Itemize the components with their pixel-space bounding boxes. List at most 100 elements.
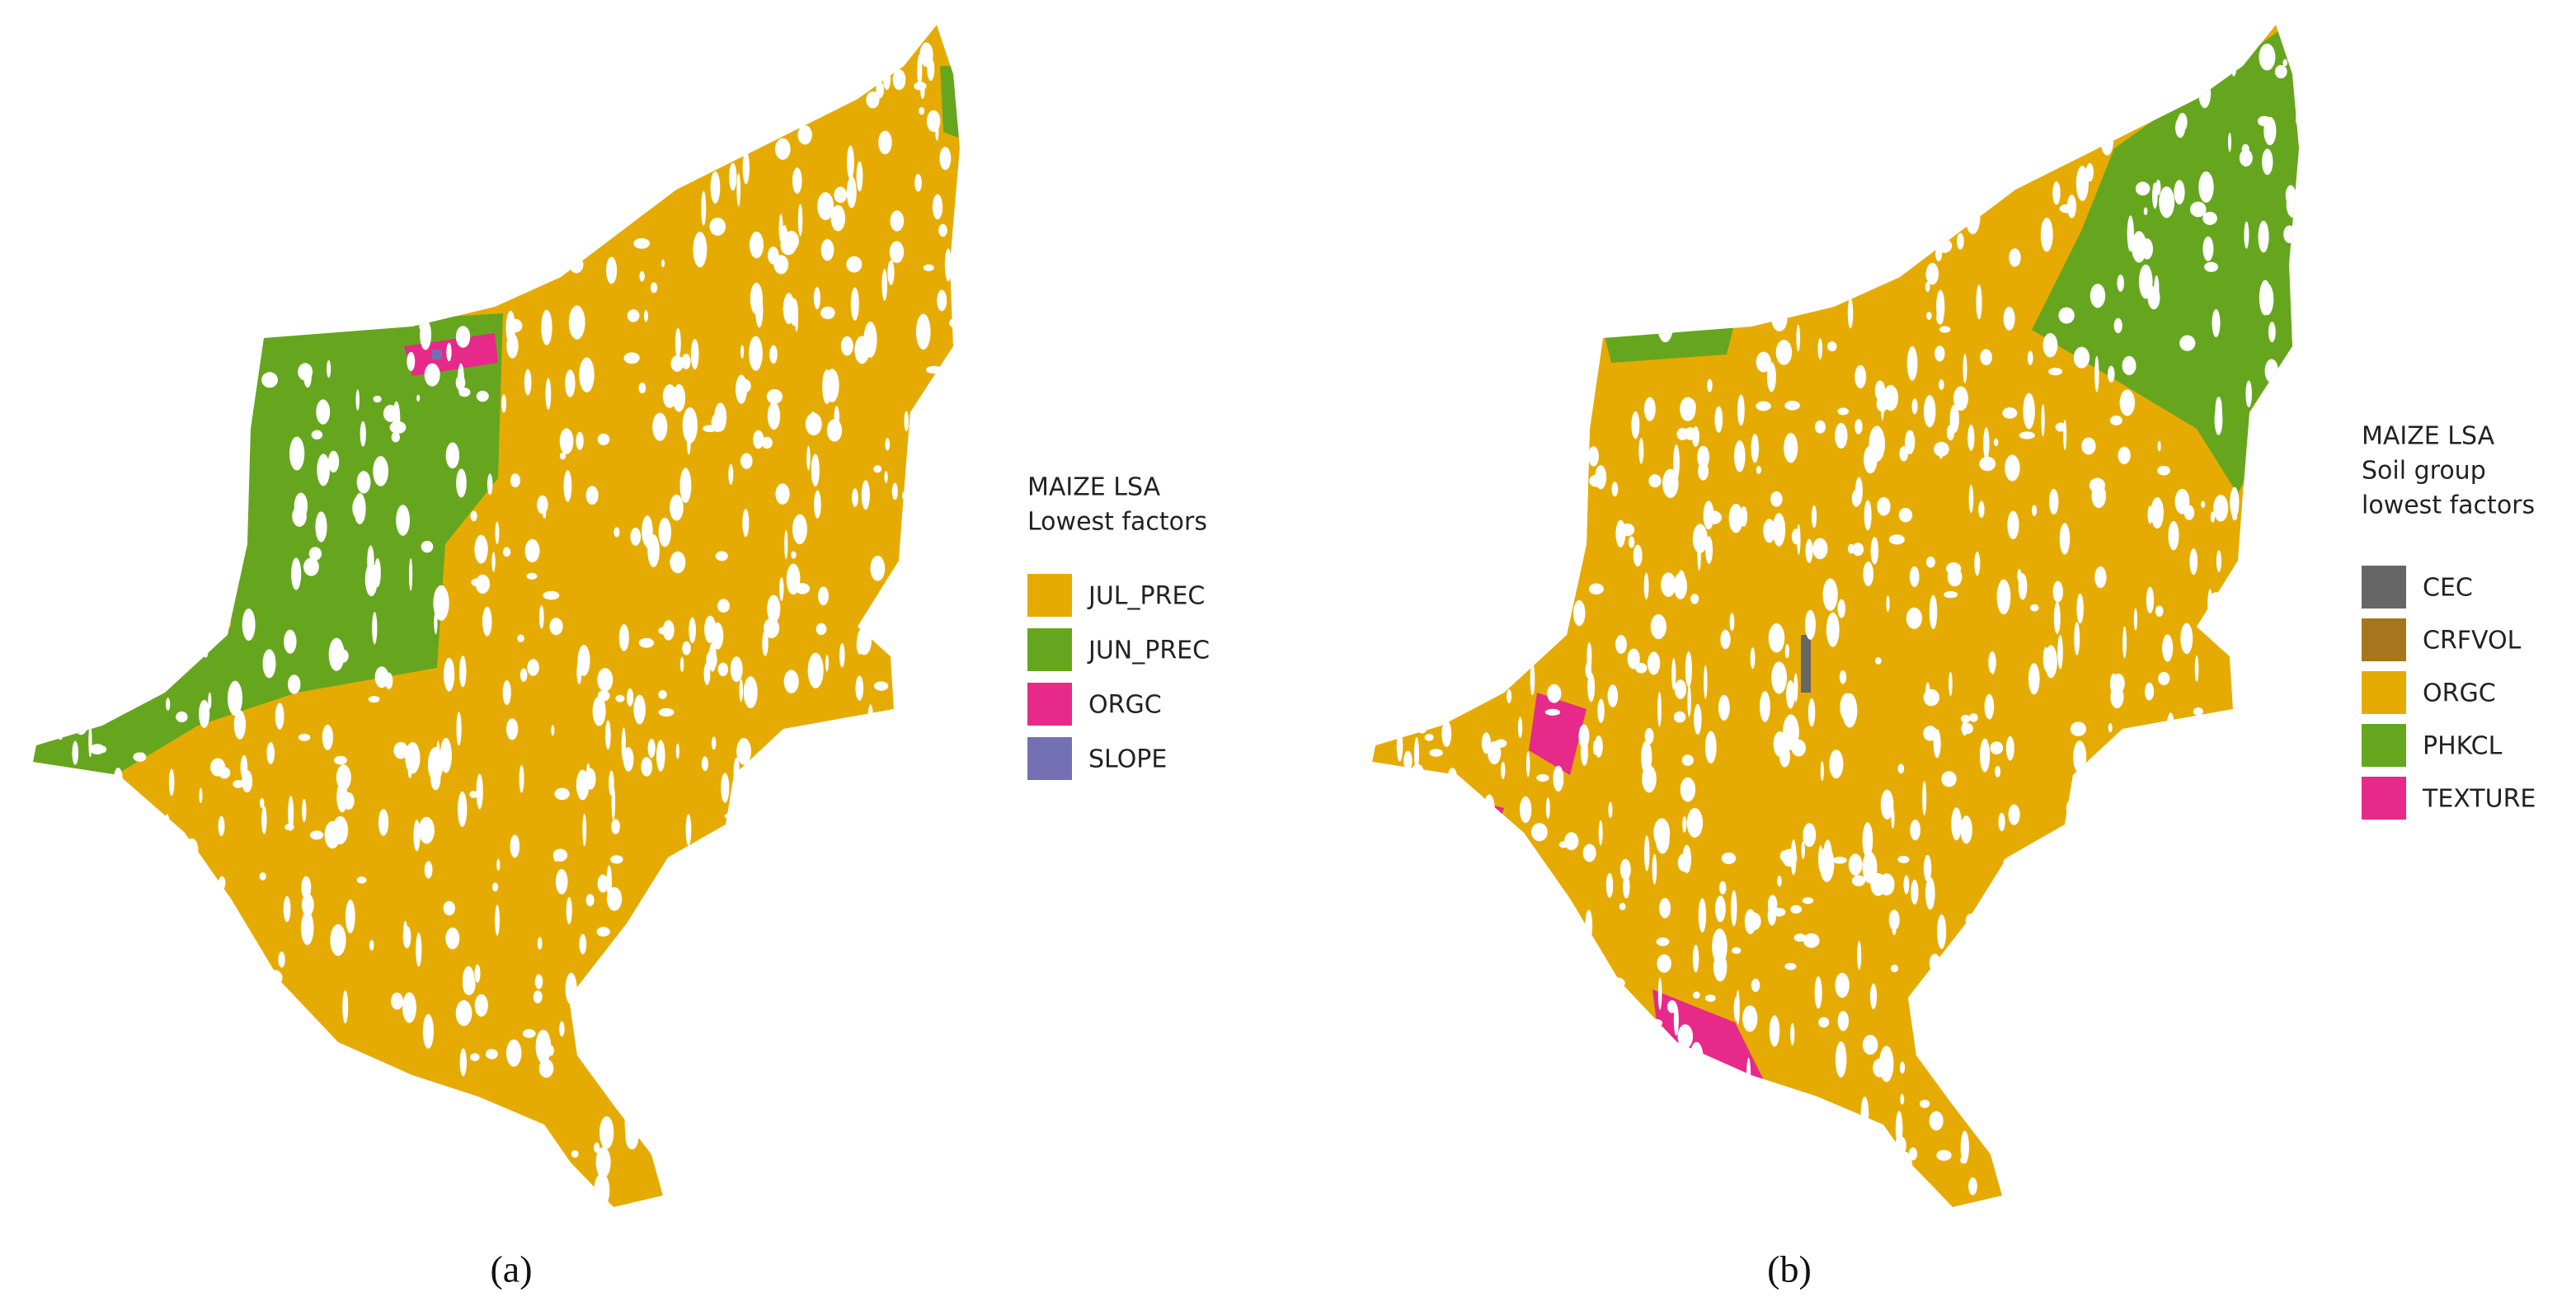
map-gap xyxy=(863,822,872,851)
map-gap xyxy=(69,324,82,344)
map-gap xyxy=(1763,519,1776,543)
map-gap xyxy=(1729,613,1735,632)
map-gap xyxy=(176,890,184,914)
map-gap xyxy=(2148,979,2156,1015)
map-gap xyxy=(2018,1153,2024,1160)
map-gap xyxy=(650,1079,656,1101)
map-gap xyxy=(1906,607,1923,629)
map-gap xyxy=(1609,314,1623,336)
map-gap xyxy=(1796,324,1801,352)
map-gap xyxy=(267,970,283,985)
map-gap xyxy=(658,707,675,717)
map-gap xyxy=(859,1073,867,1092)
map-gap xyxy=(2194,1102,2202,1139)
map-gap xyxy=(675,327,681,359)
map-gap xyxy=(535,1029,552,1064)
map-gap xyxy=(456,468,467,498)
map-gap xyxy=(1748,56,1761,77)
map-gap xyxy=(1649,1073,1666,1108)
map-gap xyxy=(658,690,667,699)
map-gap xyxy=(1607,684,1619,707)
map-gap xyxy=(1686,807,1704,838)
map-gap xyxy=(830,204,846,232)
map-gap xyxy=(1510,191,1514,211)
map-gap xyxy=(72,1046,85,1068)
map-gap xyxy=(805,412,822,436)
map-gap xyxy=(2110,1105,2118,1114)
map-gap xyxy=(2231,880,2244,890)
map-gap xyxy=(2066,803,2083,836)
map-gap xyxy=(884,25,898,40)
map-gap xyxy=(1582,843,1596,862)
map-gap xyxy=(143,103,160,132)
map-gap xyxy=(1544,708,1561,716)
map-gap xyxy=(2215,397,2222,421)
map-gap xyxy=(1769,1015,1780,1047)
map-gap xyxy=(491,165,496,174)
map-gap xyxy=(1554,25,1568,55)
map-gap xyxy=(1673,444,1680,481)
map-gap xyxy=(117,583,123,602)
map-gap xyxy=(1770,491,1783,507)
map-gap xyxy=(91,248,103,276)
map-gap xyxy=(704,615,717,643)
map-gap xyxy=(566,1167,577,1202)
map-gap xyxy=(1523,1134,1538,1156)
map-gap xyxy=(130,68,137,84)
map-gap xyxy=(873,681,889,691)
map-gap xyxy=(2090,100,2099,131)
map-gap xyxy=(1917,96,1925,109)
map-gap xyxy=(1594,266,1600,284)
map-gap xyxy=(106,122,116,157)
map-gap xyxy=(1812,232,1817,265)
map-gap xyxy=(952,937,960,946)
map-gap xyxy=(933,533,942,547)
map-gap xyxy=(2100,105,2113,126)
map-gap xyxy=(233,779,244,788)
map-gap xyxy=(317,453,331,486)
map-gap xyxy=(253,51,266,73)
map-gap xyxy=(1826,612,1840,647)
map-gap xyxy=(91,439,101,462)
map-gap xyxy=(1959,25,1963,35)
map-gap xyxy=(33,633,35,656)
map-gap xyxy=(1784,401,1800,411)
map-gap xyxy=(1561,218,1572,226)
map-gap xyxy=(1946,562,1962,576)
map-gap xyxy=(209,376,227,413)
map-gap xyxy=(1587,1022,1597,1055)
map-gap xyxy=(190,524,203,541)
map-gap xyxy=(1411,670,1416,704)
map-gap xyxy=(1929,1111,1944,1131)
map-gap xyxy=(154,159,164,168)
map-gap xyxy=(1860,1096,1869,1132)
map-gap xyxy=(1947,144,1953,181)
map-gap xyxy=(72,740,79,765)
map-gap xyxy=(1443,1126,1452,1139)
map-gap xyxy=(2189,548,2198,576)
map-gap xyxy=(524,369,532,396)
map-gap xyxy=(917,660,928,690)
map-gap xyxy=(849,1065,865,1099)
map-gap xyxy=(257,1035,273,1051)
map-gap xyxy=(1449,244,1462,252)
map-gap xyxy=(717,126,730,158)
map-gap xyxy=(571,1150,579,1158)
map-gap xyxy=(1611,482,1619,497)
map-gap xyxy=(733,757,740,787)
map-gap xyxy=(1654,1100,1663,1129)
map-gap xyxy=(661,60,675,97)
map-gap xyxy=(855,679,862,698)
map-gap xyxy=(1564,832,1579,851)
map-gap xyxy=(144,120,149,142)
map-gap xyxy=(1674,679,1687,699)
map-gap xyxy=(409,557,413,591)
map-gap xyxy=(1658,1125,1666,1159)
map-gap xyxy=(1839,670,1847,684)
map-gap xyxy=(1687,1165,1692,1185)
map-gap xyxy=(2094,355,2099,392)
map-gap xyxy=(274,1069,281,1095)
map-gap xyxy=(439,178,449,196)
map-gap xyxy=(585,894,595,907)
map-gap xyxy=(800,1044,808,1064)
